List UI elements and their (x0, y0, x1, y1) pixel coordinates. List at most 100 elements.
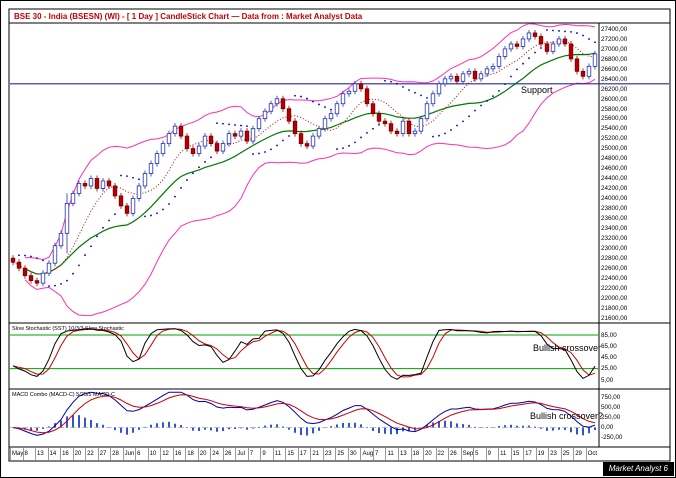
psar-dot (414, 91, 416, 94)
macd-histogram-bar (240, 427, 242, 429)
psar-dot (234, 124, 236, 126)
candle-body (418, 118, 424, 132)
macd-histogram-bar (540, 427, 542, 429)
macd-histogram-bar (366, 427, 368, 429)
chart-frame (8, 8, 671, 462)
psar-dot (534, 51, 536, 54)
price-axis-label: 22400,00 (601, 274, 628, 282)
macd-histogram-bar (30, 427, 32, 431)
displaced-ma-line (12, 40, 596, 275)
macd-histogram-bar (420, 427, 422, 429)
candle-body (196, 145, 202, 154)
psar-dot (72, 272, 74, 275)
macd-histogram-bar (132, 427, 134, 433)
psar-dot (84, 254, 86, 257)
macd-line (12, 391, 596, 436)
psar-dot (294, 94, 296, 97)
macd-histogram-bar (264, 425, 266, 428)
candle-body (502, 48, 508, 57)
psar-dot (216, 122, 218, 125)
macd-histogram-bar (354, 422, 356, 428)
psar-dot (246, 125, 248, 128)
psar-dot (546, 29, 548, 31)
macd-histogram-bar (510, 424, 512, 428)
candle-body (148, 163, 154, 174)
macd-histogram-bar (504, 425, 506, 428)
candle-body (166, 133, 172, 145)
macd-histogram-bar (426, 424, 428, 428)
candle-body (346, 90, 352, 95)
candle-body (442, 78, 448, 85)
candle-body (232, 133, 238, 137)
candle-body (556, 38, 562, 45)
macd-axis-label: -250,00 (601, 434, 623, 442)
psar-dot (96, 235, 98, 238)
candle-body (478, 73, 484, 80)
x-axis-label: 16 (172, 448, 186, 460)
x-axis-label: 10 (147, 448, 161, 460)
macd-histogram-bar (288, 427, 290, 430)
candle-body (424, 103, 430, 120)
macd-histogram-bar (378, 427, 380, 434)
psar-dot (156, 212, 158, 215)
psar-dot (432, 135, 434, 138)
psar-dot (114, 213, 116, 216)
x-axis-label: Aug (360, 448, 373, 460)
candle-body (22, 267, 28, 277)
candle-body (118, 195, 124, 207)
x-axis-label: 8 (22, 448, 36, 460)
macd-histogram-bar (582, 427, 584, 436)
macd-histogram-bar (498, 426, 500, 428)
candle-body (508, 43, 514, 50)
macd-histogram-bar (180, 424, 182, 428)
price-axis-label: 23800,00 (601, 205, 628, 213)
candle-body (454, 75, 460, 82)
stoch-d-line (12, 328, 596, 378)
macd-histogram-bar (396, 427, 398, 435)
macd-histogram-bar (534, 426, 536, 428)
psar-dot (264, 151, 266, 153)
macd-histogram-bar (552, 427, 554, 431)
macd-histogram-bar (192, 427, 194, 431)
x-axis-label: 25 (335, 448, 348, 460)
price-axis-label: 26000,00 (601, 95, 628, 103)
macd-histogram-bar (300, 427, 302, 436)
candle-body (592, 53, 598, 67)
macd-histogram-bar (60, 420, 62, 428)
candle-body (64, 202, 70, 234)
x-axis-label: 11 (272, 448, 286, 460)
psar-dot (372, 127, 374, 130)
x-axis-label: May (10, 448, 23, 460)
macd-histogram-bar (384, 427, 386, 434)
candle-body (328, 113, 334, 120)
candle-body (124, 205, 130, 214)
candle-body (382, 120, 388, 125)
psar-dot (498, 89, 500, 92)
psar-dot (354, 141, 356, 144)
price-axis-label: 22000,00 (601, 294, 628, 302)
macd-histogram-bar (108, 427, 110, 428)
psar-dot (192, 172, 194, 175)
macd-histogram-bar (318, 427, 320, 431)
psar-dot (504, 83, 506, 86)
psar-dot (390, 80, 392, 83)
stoch-axis-label: 25,00 (601, 365, 617, 373)
psar-dot (540, 47, 542, 49)
macd-histogram-bar (402, 427, 404, 432)
candle-body (310, 135, 316, 147)
x-axis-label: 17 (523, 448, 536, 460)
psar-dot (180, 186, 182, 189)
psar-dot (144, 215, 146, 218)
candle-body (256, 118, 262, 130)
macd-histogram-bar (114, 427, 116, 431)
candle-body (280, 98, 286, 110)
psar-dot (492, 95, 494, 97)
macd-histogram-bar (348, 422, 350, 428)
x-axis-label: 21 (310, 448, 323, 460)
stochastic-crossover-annotation: Bullish crossover (533, 343, 602, 353)
candle-body (412, 130, 418, 135)
macd-histogram-bar (126, 427, 128, 435)
candle-body (370, 103, 376, 115)
macd-histogram-bar (456, 423, 458, 428)
